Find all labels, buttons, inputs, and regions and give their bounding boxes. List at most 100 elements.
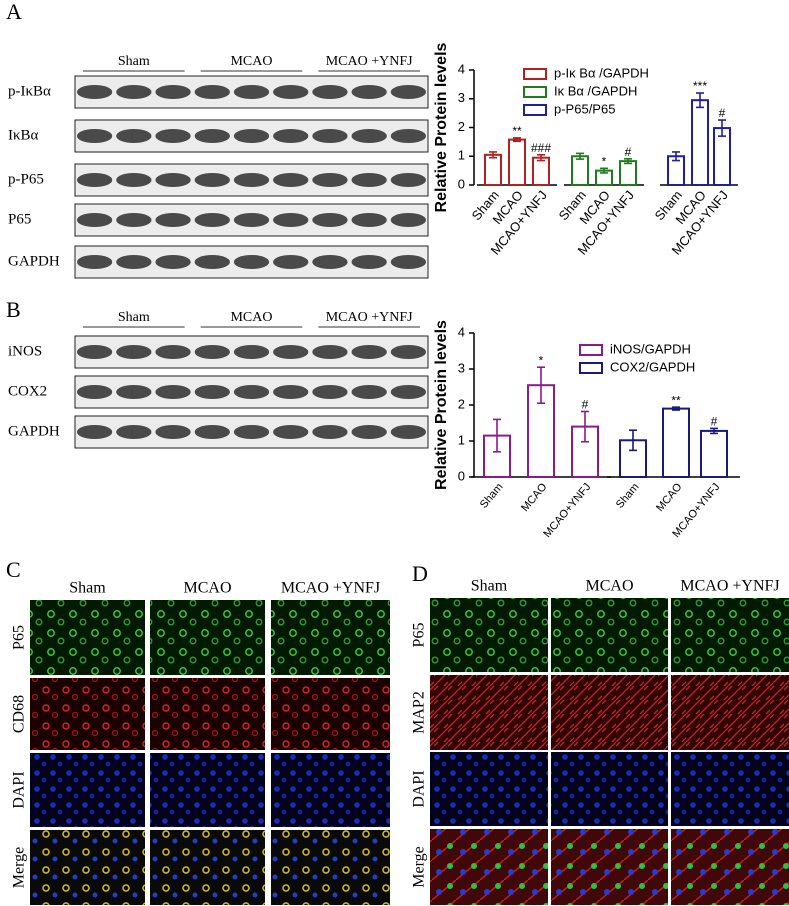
blot-band bbox=[351, 212, 387, 228]
blot-band bbox=[351, 254, 387, 270]
column-label: MCAO bbox=[585, 578, 633, 595]
micrograph bbox=[150, 830, 265, 905]
legend-label: iNOS/GAPDH bbox=[610, 341, 691, 356]
y-tick-label: 2 bbox=[458, 396, 465, 411]
error-bar bbox=[576, 152, 584, 160]
row-label: P65 bbox=[11, 625, 28, 650]
blot-band bbox=[155, 84, 191, 100]
blot-band bbox=[155, 344, 191, 360]
blot-band bbox=[76, 172, 113, 188]
y-tick-label: 4 bbox=[458, 324, 465, 339]
bar bbox=[662, 407, 690, 479]
group-label: MCAO bbox=[230, 310, 272, 325]
blot-band bbox=[155, 384, 191, 400]
y-tick-label: 0 bbox=[458, 176, 465, 191]
row-label: DAPI bbox=[411, 770, 428, 807]
legend-label: Iκ Bα /GAPDH bbox=[554, 83, 637, 98]
significance-label: ** bbox=[512, 124, 522, 138]
blot-band bbox=[76, 384, 113, 400]
legend-label: COX2/GAPDH bbox=[610, 359, 695, 374]
micrograph bbox=[551, 829, 668, 905]
blot-band bbox=[155, 128, 191, 144]
blot-band bbox=[155, 424, 191, 440]
blot-band bbox=[194, 172, 230, 188]
micrograph bbox=[30, 678, 145, 750]
blot-band bbox=[76, 128, 113, 144]
panel-label: B bbox=[6, 297, 21, 322]
blot-band bbox=[390, 384, 427, 400]
significance-label: *** bbox=[693, 79, 707, 93]
legend-swatch bbox=[579, 362, 603, 374]
error-bar bbox=[629, 429, 637, 452]
blot-band bbox=[390, 424, 427, 440]
micrograph bbox=[671, 752, 789, 826]
blot-band bbox=[194, 84, 230, 100]
row-label: GAPDH bbox=[8, 423, 60, 439]
blot-band bbox=[194, 254, 230, 270]
micrograph bbox=[150, 600, 265, 675]
significance-label: # bbox=[625, 145, 632, 159]
column-label: MCAO +YNFJ bbox=[680, 578, 779, 595]
blot-band bbox=[233, 344, 270, 360]
blot-band bbox=[312, 84, 348, 100]
blot-band bbox=[194, 212, 230, 228]
blot-band bbox=[312, 212, 348, 228]
blot-band bbox=[351, 128, 387, 144]
blot-band bbox=[390, 84, 427, 100]
row-label: CD68 bbox=[11, 695, 28, 733]
legend-swatch bbox=[523, 86, 547, 98]
error-bar bbox=[624, 158, 632, 165]
figure-content: A B C D Sham MCAO MCAO +YNFJ p-IκBα IκBα p-P65 P65… bbox=[6, 0, 789, 905]
row-label: Merge bbox=[411, 846, 428, 887]
x-tick-label: MCAO bbox=[654, 481, 685, 514]
y-tick-label: 3 bbox=[458, 90, 465, 105]
blot-band bbox=[76, 84, 113, 100]
blot-band bbox=[273, 344, 309, 360]
blot-band bbox=[116, 128, 152, 144]
blot-band bbox=[273, 384, 309, 400]
error-bar bbox=[493, 418, 501, 453]
error-bar bbox=[718, 119, 726, 137]
micrograph bbox=[30, 830, 145, 905]
row-label: p-P65 bbox=[8, 171, 44, 187]
row-label: IκBα bbox=[8, 127, 39, 143]
error-bar bbox=[710, 427, 718, 435]
micrograph bbox=[271, 753, 390, 827]
legend-swatch bbox=[523, 68, 547, 80]
blot-band bbox=[273, 84, 309, 100]
group-label: MCAO +YNFJ bbox=[326, 310, 413, 325]
panel-label: D bbox=[412, 561, 428, 586]
micrograph bbox=[150, 753, 265, 827]
column-label: MCAO bbox=[183, 580, 231, 597]
blot-band bbox=[312, 254, 348, 270]
blot-band bbox=[233, 172, 270, 188]
bar bbox=[508, 138, 526, 186]
micrograph bbox=[30, 600, 145, 675]
bar bbox=[571, 425, 599, 479]
blot-band bbox=[116, 344, 152, 360]
significance-label: ** bbox=[671, 393, 681, 407]
blot-band bbox=[155, 254, 191, 270]
row-label: Merge bbox=[11, 847, 28, 888]
blot-band bbox=[390, 128, 427, 144]
blot-band bbox=[194, 344, 230, 360]
legend-label: p-P65/P65 bbox=[554, 101, 615, 116]
row-label: P65 bbox=[8, 211, 31, 227]
blot-band bbox=[351, 84, 387, 100]
blot-band bbox=[233, 424, 270, 440]
group-label: MCAO +YNFJ bbox=[326, 54, 413, 69]
blot-band bbox=[233, 128, 270, 144]
column-label: MCAO +YNFJ bbox=[281, 580, 380, 597]
x-tick-label: Sham bbox=[478, 481, 506, 511]
error-bar bbox=[537, 366, 545, 405]
blot-band bbox=[76, 344, 113, 360]
x-tick-label: Sham bbox=[614, 481, 642, 511]
micrograph bbox=[430, 752, 548, 826]
y-tick-label: 1 bbox=[458, 432, 465, 447]
y-tick-label: 0 bbox=[458, 468, 465, 483]
y-tick-label: 4 bbox=[458, 61, 465, 76]
blot-band bbox=[273, 172, 309, 188]
micrograph bbox=[671, 675, 789, 750]
legend-label: p-Iκ Bα /GAPDH bbox=[554, 65, 649, 80]
bar bbox=[484, 153, 502, 186]
